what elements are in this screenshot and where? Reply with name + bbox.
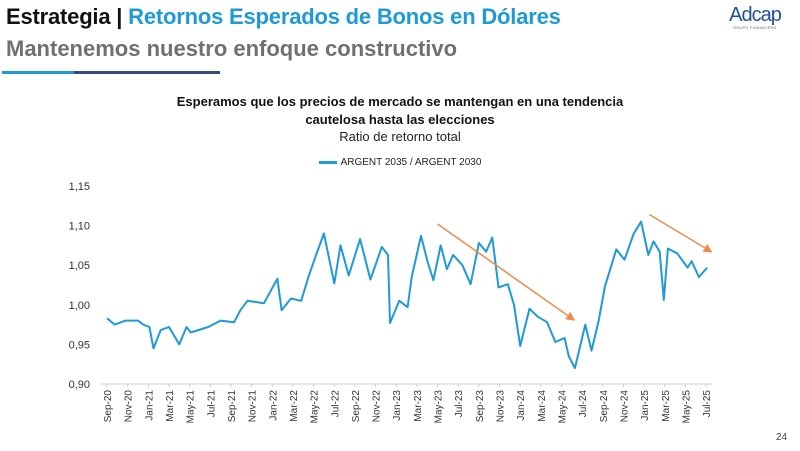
slide-subtitle: Mantenemos nuestro enfoque constructivo — [6, 36, 458, 61]
x-tick-label: May-22 — [310, 390, 321, 424]
series-line — [106, 220, 708, 370]
x-tick-label: Jul-23 — [454, 390, 465, 418]
y-tick-label: 0,95 — [69, 339, 90, 351]
x-tick-label: Jan-23 — [392, 390, 403, 421]
trend-arrow — [648, 213, 713, 253]
x-tick-label: Jan-25 — [640, 390, 651, 421]
x-tick-label: Jul-22 — [330, 390, 341, 418]
x-tick-label: Nov-23 — [496, 390, 507, 423]
x-tick-label: Mar-23 — [413, 390, 424, 422]
x-tick-label: May-21 — [186, 390, 197, 424]
x-tick-label: Nov-22 — [372, 390, 383, 423]
x-tick-label: Jul-24 — [578, 390, 589, 418]
y-tick-label: 1,15 — [69, 181, 90, 193]
x-tick-label: May-23 — [434, 390, 445, 424]
x-tick-label: Nov-20 — [124, 390, 135, 423]
x-tick-label: Jul-21 — [206, 390, 217, 418]
x-tick-label: Sep-24 — [599, 390, 610, 423]
x-tick-label: Sep-21 — [227, 390, 238, 423]
x-tick-label: Mar-22 — [289, 390, 300, 422]
x-tick-label: Mar-24 — [537, 390, 548, 422]
legend-label: ARGENT 2035 / ARGENT 2030 — [340, 157, 482, 168]
x-tick-label: May-25 — [681, 390, 692, 424]
adcap-logo: Adcap GRUPO FINANCIERO — [720, 4, 790, 30]
chart-legend: ARGENT 2035 / ARGENT 2030 — [0, 157, 800, 168]
y-tick-label: 1,00 — [69, 300, 90, 312]
title-underline — [2, 71, 220, 74]
logo-name: Adcap — [729, 4, 782, 26]
x-tick-label: Jan-22 — [268, 390, 279, 421]
x-tick-label: May-24 — [558, 390, 569, 424]
title-main: Retornos Esperados de Bonos en Dólares — [128, 4, 561, 29]
x-tick-label: Sep-23 — [475, 390, 486, 423]
y-tick-label: 1,05 — [69, 260, 90, 272]
logo-sub: GRUPO FINANCIERO — [733, 26, 777, 30]
x-tick-label: Jul-25 — [702, 390, 713, 418]
y-tick-label: 0,90 — [69, 379, 90, 391]
y-tick-label: 1,10 — [69, 221, 90, 233]
x-tick-label: Sep-20 — [103, 390, 114, 423]
x-tick-label: Mar-21 — [165, 390, 176, 422]
slide-title: Estrategia | Retornos Esperados de Bonos… — [6, 4, 561, 30]
x-tick-label: Nov-21 — [248, 390, 259, 423]
x-tick-label: Mar-25 — [661, 390, 672, 422]
x-tick-label: Nov-24 — [620, 390, 631, 423]
page-number: 24 — [776, 432, 788, 443]
legend-swatch — [318, 160, 337, 164]
chart-title-line2: cautelosa hasta las elecciones — [305, 112, 495, 127]
chart-subtitle: Ratio de retorno total — [339, 129, 461, 144]
x-tick-label: Jan-24 — [516, 390, 527, 421]
x-tick-label: Sep-22 — [351, 390, 362, 423]
chart-title-line1: Esperamos que los precios de mercado se … — [176, 94, 624, 109]
trend-arrow — [437, 223, 576, 321]
x-tick-label: Jan-21 — [144, 390, 155, 421]
title-prefix: Estrategia | — [6, 4, 123, 29]
